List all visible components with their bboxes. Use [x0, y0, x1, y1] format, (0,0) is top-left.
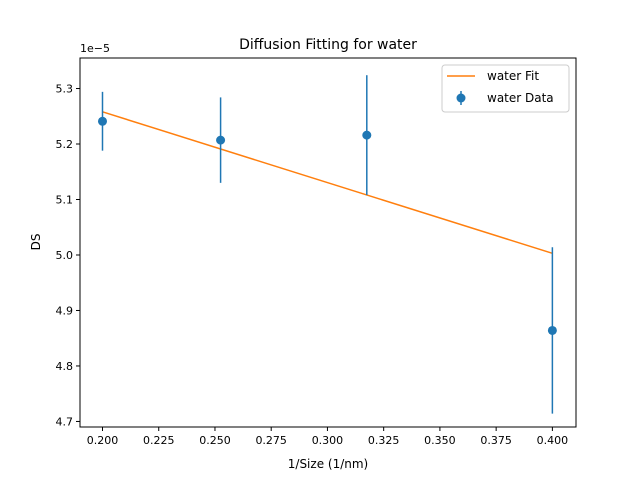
x-tick-label: 0.400	[537, 434, 569, 447]
x-tick-label: 0.325	[368, 434, 400, 447]
x-tick-label: 0.200	[87, 434, 119, 447]
y-tick-label: 4.7	[56, 415, 74, 428]
legend: water Fit water Data	[441, 64, 570, 113]
fit-line	[102, 111, 553, 255]
legend-data-label: water Data	[487, 91, 554, 105]
x-axis-label: 1/Size (1/nm)	[288, 457, 368, 471]
plot-frame	[79, 57, 577, 428]
legend-fit-label: water Fit	[487, 69, 539, 83]
y-tick-label: 4.8	[56, 360, 74, 373]
x-tick-label: 0.300	[312, 434, 344, 447]
data-point	[362, 130, 372, 140]
y-tick-label: 5.2	[56, 138, 74, 151]
x-tick-label: 0.275	[255, 434, 287, 447]
data-point	[216, 135, 226, 145]
data-point	[547, 325, 557, 335]
y-tick-label: 5.0	[56, 249, 74, 262]
x-tick-label: 0.375	[480, 434, 512, 447]
y-tick-label: 5.3	[56, 83, 74, 96]
y-axis-ticks: 4.7 4.8 4.9 5.0 5.1 5.2 5.3	[56, 83, 80, 428]
y-offset-label: 1e−5	[80, 42, 110, 55]
chart-title: Diffusion Fitting for water	[239, 37, 417, 53]
x-tick-label: 0.350	[424, 434, 456, 447]
x-tick-label: 0.225	[143, 434, 175, 447]
x-tick-label: 0.250	[199, 434, 231, 447]
data-point	[97, 116, 107, 126]
y-tick-label: 5.1	[56, 193, 74, 206]
y-axis-label: DS	[29, 234, 43, 251]
y-tick-label: 4.9	[56, 304, 74, 317]
legend-data-marker-swatch	[456, 93, 466, 103]
x-axis-ticks: 0.200 0.225 0.250 0.275 0.300 0.325 0.350 0.375…	[87, 427, 568, 447]
series-layer	[97, 75, 557, 414]
